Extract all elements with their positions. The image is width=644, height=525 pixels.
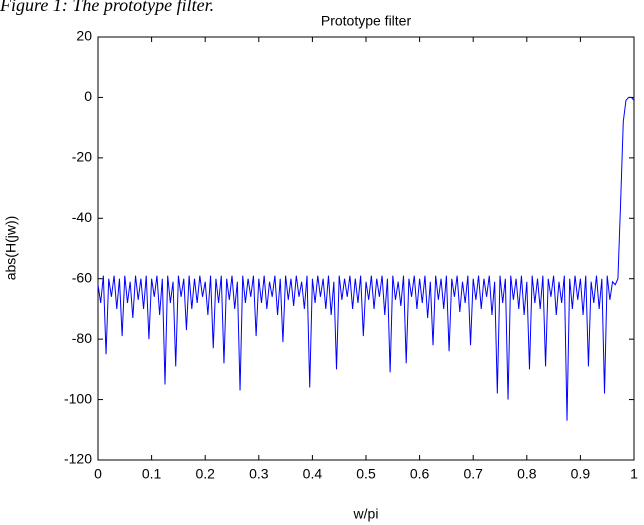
x-tick-label: 0.1: [142, 466, 162, 482]
chart-title: Prototype filter: [321, 13, 412, 29]
y-tick-label: 20: [76, 28, 92, 44]
x-tick-label: 1: [630, 466, 638, 482]
y-tick-label: -100: [64, 390, 92, 406]
y-tick-label: 0: [84, 88, 92, 104]
x-tick-label: 0.8: [517, 466, 537, 482]
y-tick-label: -60: [72, 269, 92, 285]
caption: Figure 1: The prototype filter.: [0, 0, 214, 15]
x-tick-label: 0.5: [356, 466, 376, 482]
y-tick-label: -40: [72, 209, 92, 225]
x-tick-label: 0.3: [249, 466, 269, 482]
y-tick-label: -80: [72, 330, 92, 346]
x-tick-label: 0.4: [303, 466, 323, 482]
x-tick-label: 0.7: [463, 466, 483, 482]
line-series: [97, 96, 635, 421]
x-axis-label: w/pi: [353, 506, 379, 522]
y-tick-label: -120: [64, 451, 92, 467]
x-tick-label: 0: [94, 466, 102, 482]
x-tick-label: 0.9: [571, 466, 591, 482]
x-tick-label: 0.2: [195, 466, 215, 482]
x-tick-label: 0.6: [410, 466, 430, 482]
plot-frame: [97, 36, 635, 461]
y-tick-label: -20: [72, 149, 92, 165]
y-axis-label: abs(H(jw)): [3, 216, 19, 281]
